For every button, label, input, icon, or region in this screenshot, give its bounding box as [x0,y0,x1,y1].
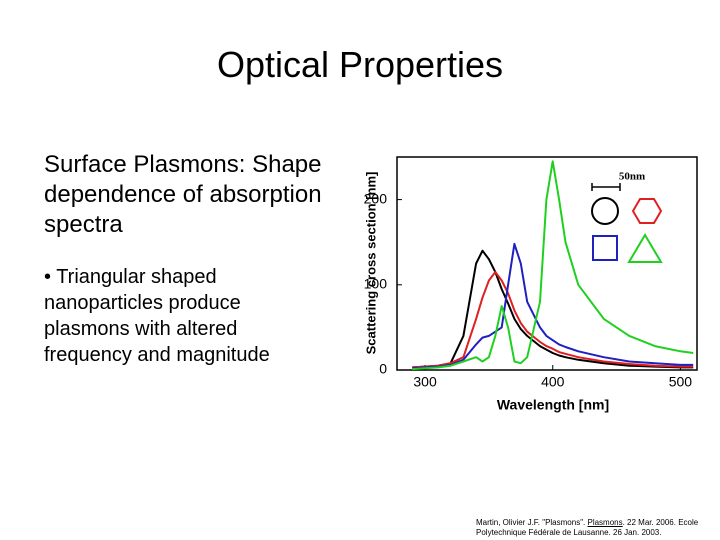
circle-shape [591,197,619,225]
heading: Surface Plasmons: Shape dependence of ab… [44,151,322,238]
series-line [412,249,694,369]
citation: Martin, Olivier J.F. "Plasmons". Plasmon… [476,518,716,538]
citation-text: . 22 Mar. 2006. Ecole Polytechnique Fédé… [476,518,699,537]
y-axis-label: Scattering cross section [nm] [363,172,378,355]
bullet: • Triangular shaped nanoparticles produc… [44,266,270,366]
scale-label: 50nm [619,171,645,183]
x-tick-label: 400 [541,374,565,390]
inset-legend [591,183,663,263]
triangle-shape [627,233,663,263]
y-tick-label: 200 [364,190,388,206]
series-line [412,160,694,371]
scale-bar [591,183,621,191]
x-axis-label: Wavelength [nm] [497,397,609,413]
y-tick-label: 0 [379,361,387,377]
plot-frame [396,156,698,371]
x-tick-label: 500 [669,374,693,390]
y-tick-label: 100 [364,276,388,292]
citation-link: Plasmons [587,518,623,527]
x-tick-label: 300 [413,374,437,390]
slide-title: Optical Properties [216,44,504,85]
series-line [412,242,694,370]
series-line [412,271,694,369]
hexagon-shape [631,198,663,224]
citation-text: Martin, Olivier J.F. "Plasmons". [476,518,588,527]
square-shape [592,235,618,261]
